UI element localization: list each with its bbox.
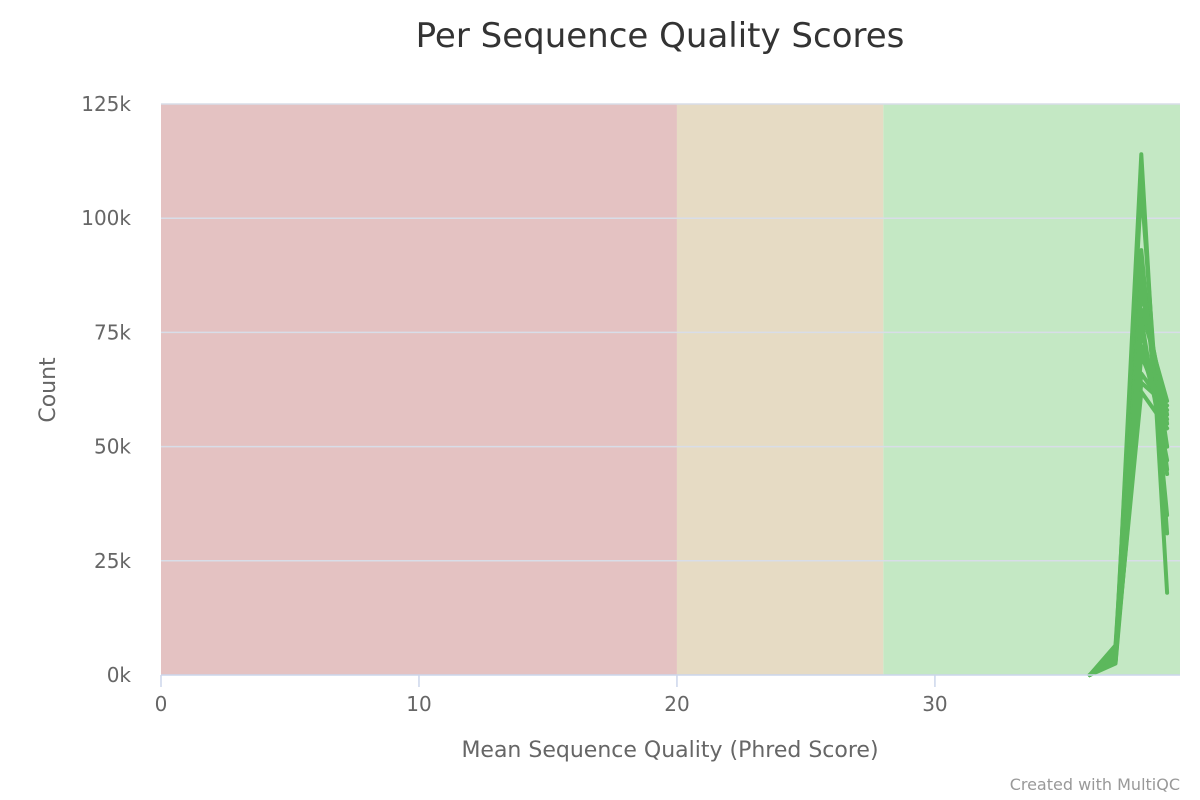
y-tick-label: 75k <box>94 320 131 344</box>
x-axis-ticks: 0 10 20 30 <box>155 675 948 716</box>
y-tick-label: 0k <box>107 663 132 687</box>
series-group <box>1087 152 1170 677</box>
credit-text: Created with MultiQC <box>1010 775 1180 794</box>
gridlines <box>161 103 1180 562</box>
y-tick-label: 100k <box>81 206 131 230</box>
series-line-14 <box>1087 316 1170 677</box>
x-axis-label: Mean Sequence Quality (Phred Score) <box>461 738 878 763</box>
y-tick-label: 25k <box>94 549 131 573</box>
x-tick-label: 10 <box>406 692 431 716</box>
y-tick-label: 125k <box>81 92 131 116</box>
y-tick-label: 50k <box>94 435 131 459</box>
y-axis-label: Count <box>36 357 61 423</box>
y-axis-ticks: 0k 25k 50k 75k 100k 125k <box>81 92 131 687</box>
plot-band-0 <box>161 104 677 675</box>
x-tick-label: 30 <box>922 692 947 716</box>
x-tick-label: 20 <box>664 692 689 716</box>
plot-band-1 <box>676 104 884 675</box>
x-tick-label: 0 <box>155 692 168 716</box>
chart-title: Per Sequence Quality Scores <box>416 16 905 56</box>
plot-bands <box>161 104 1180 675</box>
